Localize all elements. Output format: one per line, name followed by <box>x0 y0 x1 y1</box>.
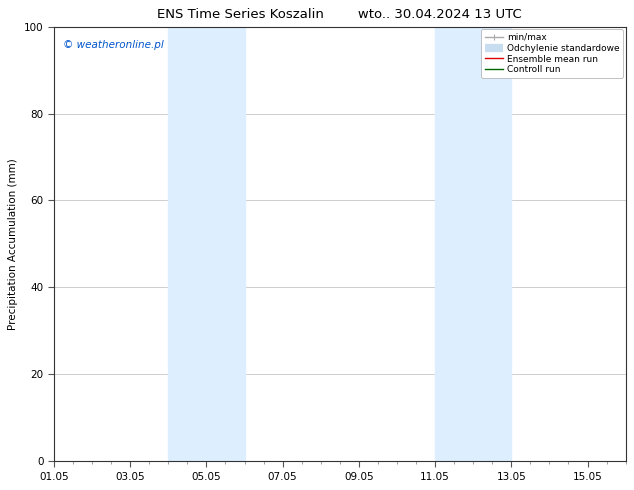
Text: © weatheronline.pl: © weatheronline.pl <box>63 40 164 49</box>
Title: ENS Time Series Koszalin        wto.. 30.04.2024 13 UTC: ENS Time Series Koszalin wto.. 30.04.202… <box>157 8 522 22</box>
Bar <box>435 26 511 461</box>
Legend: min/max, Odchylenie standardowe, Ensemble mean run, Controll run: min/max, Odchylenie standardowe, Ensembl… <box>481 29 623 78</box>
Y-axis label: Precipitation Accumulation (mm): Precipitation Accumulation (mm) <box>8 158 18 330</box>
Bar <box>168 26 245 461</box>
